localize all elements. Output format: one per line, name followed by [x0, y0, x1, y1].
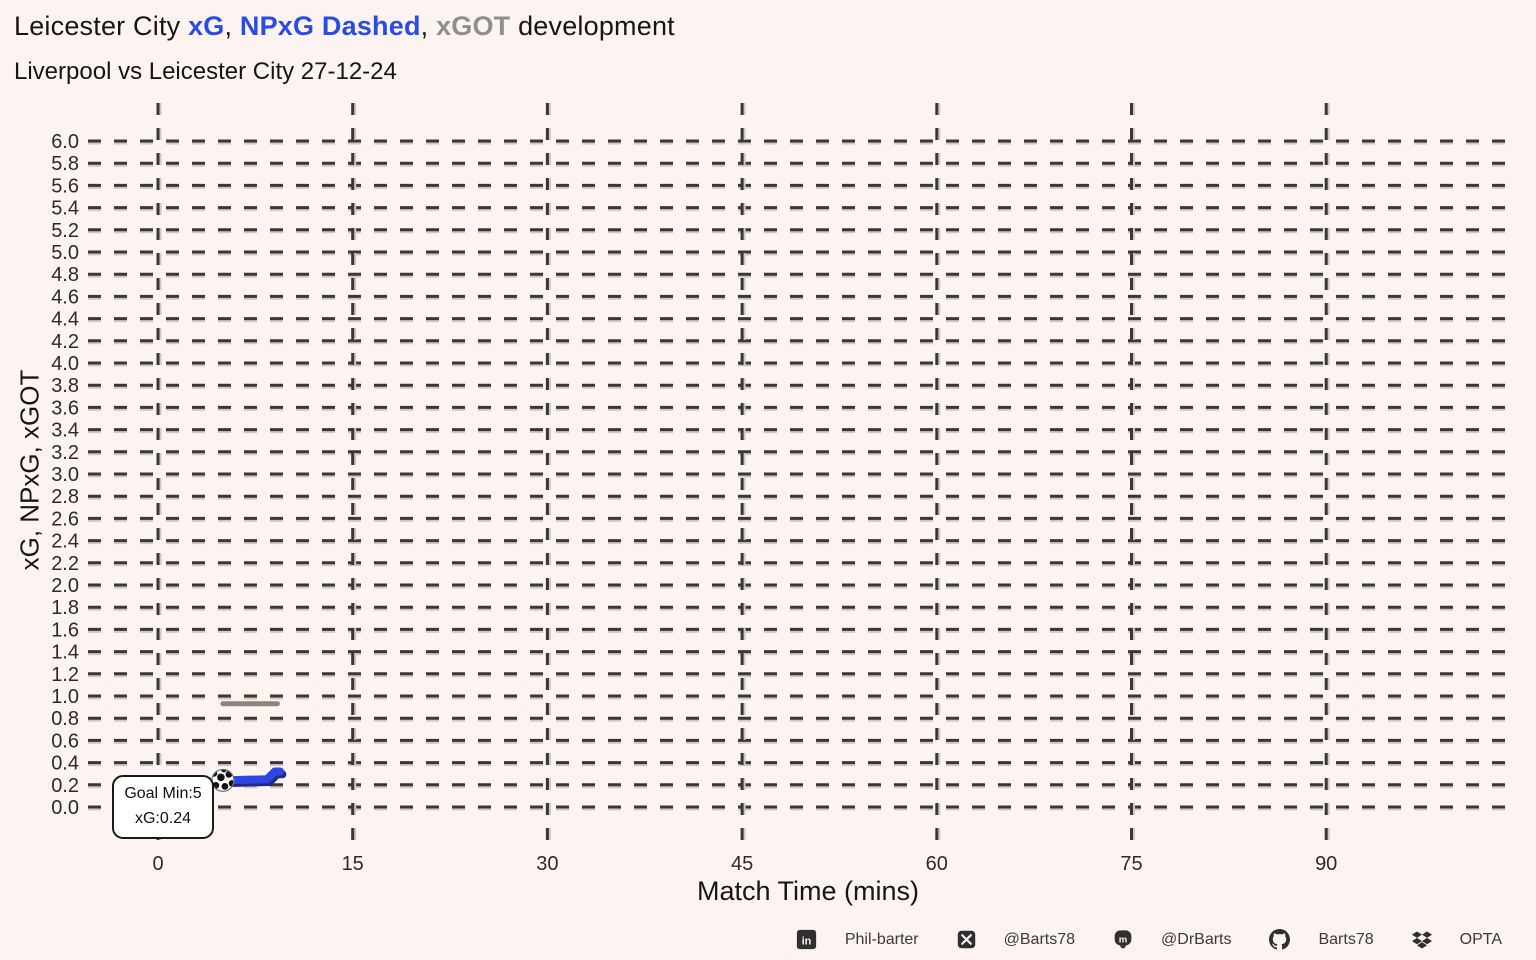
- x-tick-label: 60: [926, 853, 948, 875]
- x-tick-label: 30: [536, 853, 558, 875]
- y-tick-label: 2.6: [51, 508, 79, 530]
- y-tick-label: 1.4: [51, 642, 79, 664]
- title-seg-6: development: [510, 11, 675, 41]
- y-tick-label: 3.4: [51, 420, 79, 442]
- y-tick-label: 5.0: [51, 242, 79, 264]
- title-seg-4: ,: [420, 11, 437, 41]
- x-tick-label: 0: [152, 853, 163, 875]
- y-tick-label: 4.6: [51, 286, 79, 308]
- y-tick-label: 4.8: [51, 264, 79, 286]
- x-tick-label: 90: [1315, 853, 1337, 875]
- chart-subtitle: Liverpool vs Leicester City 27-12-24: [14, 58, 397, 85]
- credit-linkedin-label: Phil-barter: [844, 930, 919, 948]
- title-seg-5: xGOT: [436, 11, 511, 41]
- y-tick-label: 3.2: [51, 442, 79, 464]
- credit-opta-label: OPTA: [1459, 930, 1502, 948]
- x-tick-label: 45: [731, 853, 753, 875]
- goal-annotation-line1: Goal Min:5: [124, 785, 202, 802]
- y-tick-label: 4.0: [51, 353, 79, 375]
- credit-x: @Barts78: [957, 930, 1075, 949]
- page-title: Leicester City xG, NPxG Dashed, xGOT dev…: [14, 10, 675, 42]
- credit-github: Barts78: [1269, 929, 1374, 950]
- y-tick-label: 1.2: [51, 664, 79, 686]
- y-tick-label: 0.2: [51, 775, 79, 797]
- svg-text:m: m: [1119, 934, 1128, 945]
- mastodon-icon: m: [1114, 930, 1132, 949]
- y-tick-label: 3.0: [51, 464, 79, 486]
- svg-text:in: in: [801, 935, 811, 947]
- y-tick-label: 0.4: [51, 753, 79, 775]
- y-tick-label: 3.6: [51, 397, 79, 419]
- title-seg-3: NPxG Dashed: [239, 11, 421, 41]
- goal-annotation: Goal Min:5 xG:0.24: [112, 775, 214, 839]
- x-tick-label: 15: [342, 853, 364, 875]
- x-tick-label: 75: [1120, 853, 1142, 875]
- y-tick-label: 2.2: [51, 553, 79, 575]
- credit-mastodon: m @DrBarts: [1113, 929, 1231, 950]
- y-tick-label: 2.0: [51, 575, 79, 597]
- credit-github-label: Barts78: [1318, 930, 1374, 948]
- y-tick-label: 4.2: [51, 331, 79, 353]
- y-tick-label: 1.0: [51, 686, 79, 708]
- y-tick-label: 4.4: [51, 309, 79, 331]
- y-tick-label: 5.8: [51, 153, 79, 175]
- series-npxg-line: [221, 769, 282, 783]
- credit-linkedin: in Phil-barter: [796, 929, 919, 950]
- y-tick-label: 2.4: [51, 531, 79, 553]
- title-seg-1: xG: [188, 11, 225, 41]
- title-seg-2: ,: [224, 11, 240, 41]
- credit-mastodon-label: @DrBarts: [1161, 930, 1232, 948]
- football-goal-marker: [211, 768, 235, 792]
- footer-credits: in Phil-barter @Barts78 m @DrBarts Barts…: [796, 929, 1502, 950]
- y-axis-label: xG, NPxG, xGOT: [14, 369, 45, 571]
- y-tick-label: 3.8: [51, 375, 79, 397]
- y-tick-label: 0.8: [51, 708, 79, 730]
- y-tick-label: 5.6: [51, 175, 79, 197]
- y-tick-label: 0.6: [51, 730, 79, 752]
- dropbox-icon: [1411, 931, 1432, 948]
- x-axis-label: Match Time (mins): [696, 876, 920, 906]
- title-seg-0: Leicester City: [14, 11, 189, 41]
- y-tick-label: 0.0: [51, 797, 79, 819]
- y-tick-label: 2.8: [51, 486, 79, 508]
- y-tick-label: 5.2: [51, 220, 79, 242]
- y-tick-label: 5.4: [51, 198, 79, 220]
- credit-x-label: @Barts78: [1003, 930, 1076, 948]
- goal-annotation-line2: xG:0.24: [134, 809, 192, 827]
- y-tick-label: 6.0: [51, 131, 79, 153]
- credit-opta: OPTA: [1411, 930, 1502, 950]
- x-icon: [957, 930, 975, 949]
- y-tick-label: 1.6: [51, 619, 79, 641]
- github-icon: [1269, 929, 1291, 950]
- y-tick-label: 1.8: [51, 597, 79, 619]
- linkedin-icon: in: [796, 929, 816, 950]
